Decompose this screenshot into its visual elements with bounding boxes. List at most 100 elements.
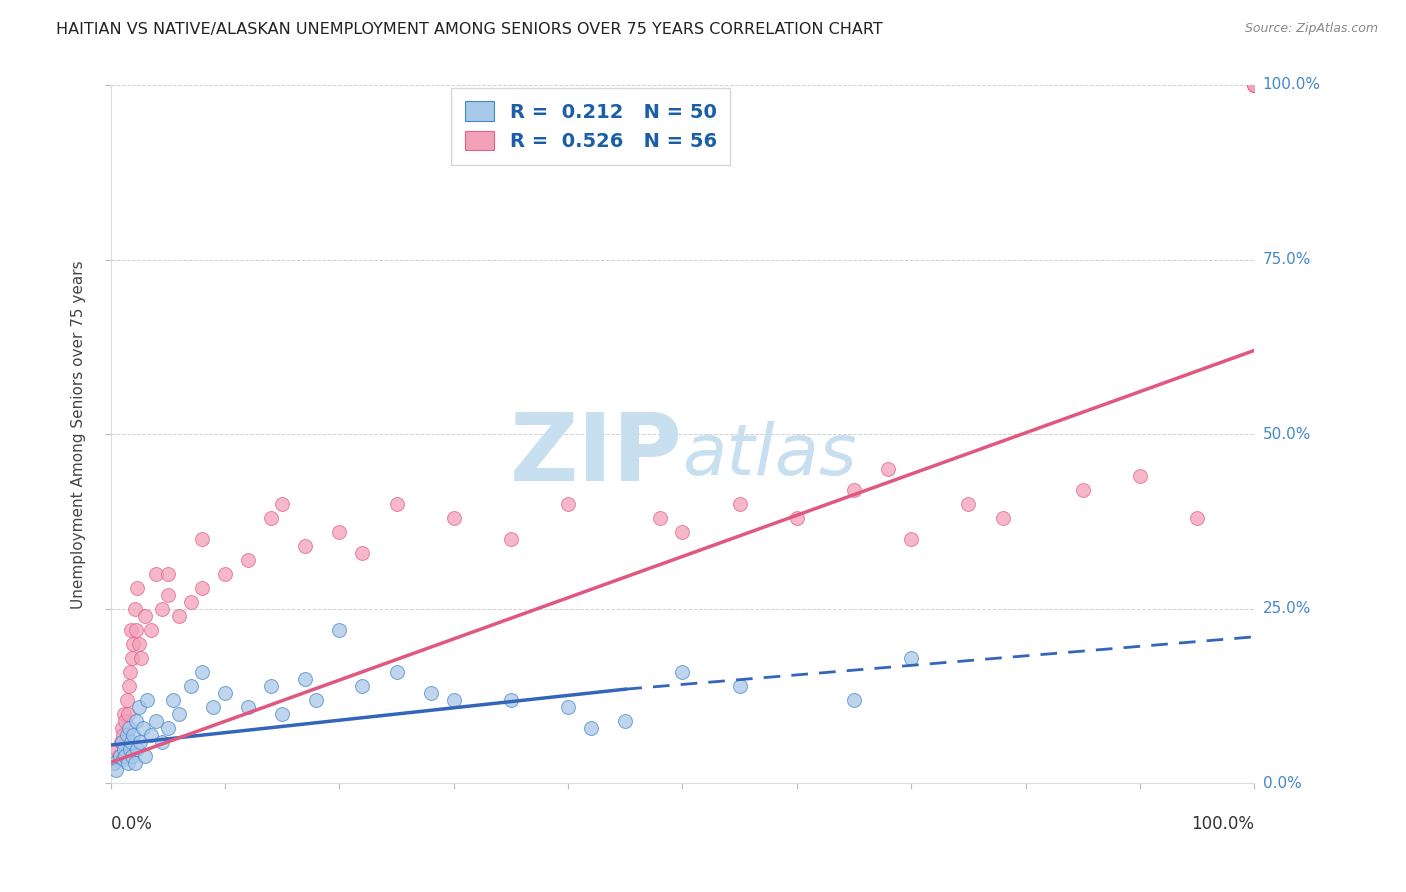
Point [150, 602, 173, 616]
Text: 100.0%: 100.0% [1263, 78, 1320, 93]
Point [648, 511, 671, 525]
Point [167, 706, 190, 721]
Point [120, 623, 142, 637]
Point [105, 741, 128, 756]
Point [1185, 511, 1208, 525]
Point [877, 462, 900, 476]
Point [957, 497, 980, 511]
Point [117, 756, 139, 770]
Point [214, 686, 236, 700]
Point [260, 679, 283, 693]
Point [271, 706, 294, 721]
Point [180, 679, 202, 693]
Point [121, 650, 143, 665]
Point [557, 699, 579, 714]
Point [131, 650, 153, 665]
Point [385, 665, 408, 679]
Text: Source: ZipAtlas.com: Source: ZipAtlas.com [1244, 22, 1378, 36]
Point [499, 692, 522, 706]
Point [419, 686, 441, 700]
Point [352, 546, 374, 560]
Point [136, 692, 159, 706]
Point [167, 608, 190, 623]
Text: HAITIAN VS NATIVE/ALASKAN UNEMPLOYMENT AMONG SENIORS OVER 75 YEARS CORRELATION C: HAITIAN VS NATIVE/ALASKAN UNEMPLOYMENT A… [56, 22, 883, 37]
Point [236, 553, 259, 567]
Point [260, 511, 283, 525]
Point [842, 692, 865, 706]
Point [117, 706, 139, 721]
Point [728, 497, 751, 511]
Point [156, 588, 179, 602]
Point [112, 706, 135, 721]
Point [108, 748, 131, 763]
Point [103, 756, 125, 770]
Text: ZIP: ZIP [509, 409, 682, 501]
Point [191, 532, 214, 546]
Text: 0.0%: 0.0% [1263, 776, 1302, 791]
Text: 0.0%: 0.0% [111, 815, 152, 833]
Point [191, 581, 214, 595]
Point [124, 756, 146, 770]
Point [124, 602, 146, 616]
Point [1243, 78, 1265, 92]
Point [145, 714, 167, 728]
Point [125, 623, 148, 637]
Point [236, 699, 259, 714]
Point [1071, 483, 1094, 497]
Point [122, 637, 145, 651]
Point [107, 748, 129, 763]
Point [118, 741, 141, 756]
Point [125, 714, 148, 728]
Point [114, 748, 136, 763]
Point [614, 714, 637, 728]
Point [121, 748, 143, 763]
Point [105, 763, 128, 777]
Point [125, 741, 148, 756]
Point [118, 679, 141, 693]
Point [111, 734, 134, 748]
Point [352, 679, 374, 693]
Point [1243, 78, 1265, 92]
Point [118, 721, 141, 735]
Point [129, 734, 152, 748]
Point [191, 665, 214, 679]
Point [900, 532, 922, 546]
Text: 50.0%: 50.0% [1263, 426, 1310, 442]
Point [499, 532, 522, 546]
Point [1129, 469, 1152, 483]
Point [112, 741, 135, 756]
Point [728, 679, 751, 693]
Point [112, 752, 135, 766]
Point [114, 714, 136, 728]
Point [112, 728, 135, 742]
Point [443, 511, 465, 525]
Point [294, 672, 316, 686]
Point [305, 692, 328, 706]
Point [115, 692, 138, 706]
Point [557, 497, 579, 511]
Point [328, 623, 350, 637]
Point [271, 497, 294, 511]
Point [139, 623, 162, 637]
Point [134, 748, 156, 763]
Point [328, 524, 350, 539]
Point [156, 721, 179, 735]
Text: 25.0%: 25.0% [1263, 601, 1310, 616]
Point [786, 511, 808, 525]
Point [110, 734, 132, 748]
Point [134, 608, 156, 623]
Point [162, 692, 184, 706]
Point [579, 721, 602, 735]
Point [671, 524, 693, 539]
Text: 100.0%: 100.0% [1191, 815, 1254, 833]
Point [214, 566, 236, 581]
Point [122, 728, 145, 742]
Point [294, 539, 316, 553]
Point [131, 721, 153, 735]
Point [150, 734, 173, 748]
Point [671, 665, 693, 679]
Point [145, 566, 167, 581]
Point [202, 699, 225, 714]
Point [991, 511, 1014, 525]
Point [120, 734, 142, 748]
